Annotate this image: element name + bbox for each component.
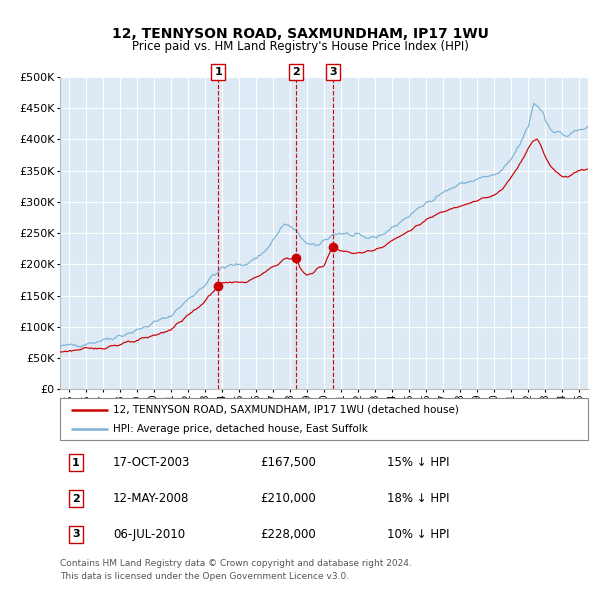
Text: Contains HM Land Registry data © Crown copyright and database right 2024.: Contains HM Land Registry data © Crown c… [60,559,412,568]
Text: 12, TENNYSON ROAD, SAXMUNDHAM, IP17 1WU: 12, TENNYSON ROAD, SAXMUNDHAM, IP17 1WU [112,27,488,41]
Text: 10% ↓ HPI: 10% ↓ HPI [388,528,450,541]
Text: 1: 1 [214,67,222,77]
Text: 2: 2 [72,494,80,503]
Text: £228,000: £228,000 [260,528,316,541]
Text: 15% ↓ HPI: 15% ↓ HPI [388,456,450,469]
FancyBboxPatch shape [60,398,588,440]
Text: Price paid vs. HM Land Registry's House Price Index (HPI): Price paid vs. HM Land Registry's House … [131,40,469,53]
Text: 17-OCT-2003: 17-OCT-2003 [113,456,190,469]
Text: HPI: Average price, detached house, East Suffolk: HPI: Average price, detached house, East… [113,424,368,434]
Text: 2: 2 [292,67,300,77]
Text: 1: 1 [72,458,80,468]
Text: 12, TENNYSON ROAD, SAXMUNDHAM, IP17 1WU (detached house): 12, TENNYSON ROAD, SAXMUNDHAM, IP17 1WU … [113,405,458,415]
Text: 18% ↓ HPI: 18% ↓ HPI [388,492,450,505]
Text: 06-JUL-2010: 06-JUL-2010 [113,528,185,541]
Text: 3: 3 [72,529,80,539]
Text: 3: 3 [329,67,337,77]
Text: This data is licensed under the Open Government Licence v3.0.: This data is licensed under the Open Gov… [60,572,349,581]
Text: 12-MAY-2008: 12-MAY-2008 [113,492,189,505]
Text: £210,000: £210,000 [260,492,316,505]
Text: £167,500: £167,500 [260,456,317,469]
